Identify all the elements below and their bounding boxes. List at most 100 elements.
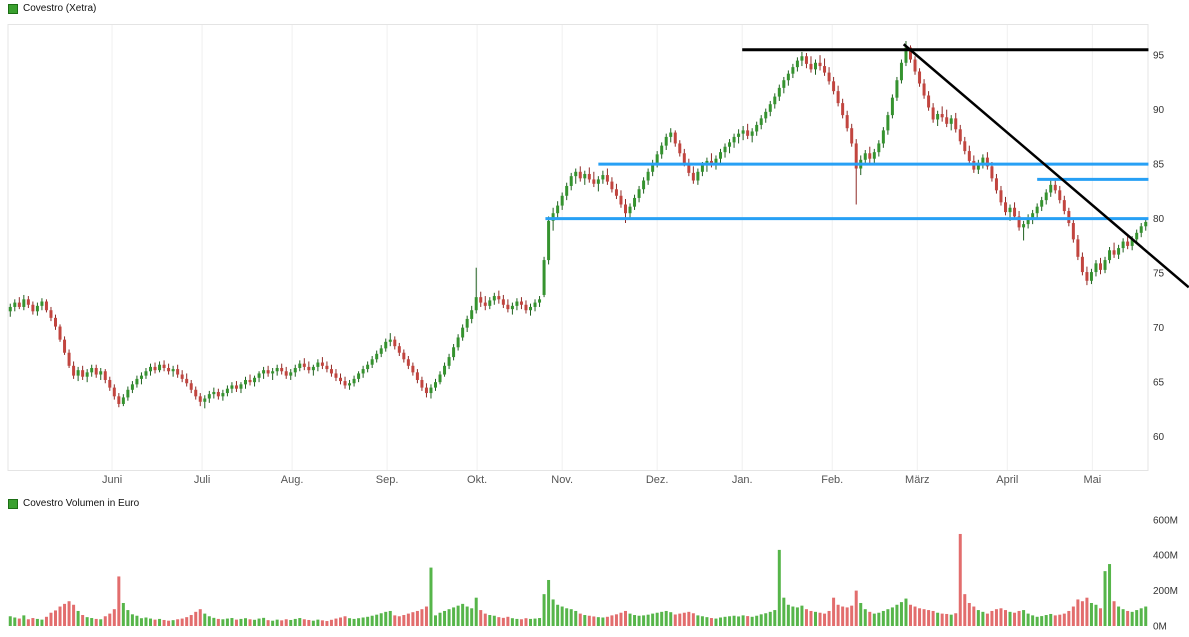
candle-body bbox=[868, 153, 872, 159]
candle-body bbox=[189, 383, 193, 390]
candle-body bbox=[176, 369, 180, 375]
candle-body bbox=[483, 302, 487, 306]
candle-body bbox=[474, 297, 478, 311]
volume-bar bbox=[443, 610, 447, 626]
candle-body bbox=[501, 299, 505, 305]
candle-body bbox=[284, 371, 288, 376]
candle-body bbox=[375, 353, 379, 360]
month-label: April bbox=[996, 474, 1018, 486]
volume-bar bbox=[981, 611, 985, 626]
candle-body bbox=[578, 171, 582, 179]
volume-bar bbox=[63, 603, 67, 626]
candle-body bbox=[384, 341, 388, 349]
month-label: Nov. bbox=[551, 474, 573, 486]
candle-body bbox=[728, 142, 732, 147]
candle-body bbox=[976, 163, 980, 170]
candle-body bbox=[556, 205, 560, 214]
month-axis-labels: Juni Juli Aug. Sep. Okt. Nov. Dez. Jan. Feb. März… bbox=[102, 474, 1101, 486]
candle-body bbox=[266, 370, 270, 374]
volume-bar bbox=[176, 619, 180, 626]
candle-body bbox=[443, 365, 447, 375]
candle-body bbox=[234, 385, 238, 389]
candle-body bbox=[1031, 213, 1035, 218]
candle-body bbox=[723, 146, 727, 153]
candle-body bbox=[642, 180, 646, 190]
volume-bar bbox=[768, 611, 772, 626]
candle-body bbox=[307, 366, 311, 371]
volume-bar bbox=[773, 610, 777, 626]
candle-body bbox=[931, 107, 935, 120]
volume-bar bbox=[605, 616, 609, 626]
candle-body bbox=[610, 181, 614, 190]
candle-body bbox=[529, 306, 532, 311]
volume-bar bbox=[244, 618, 247, 626]
candle-body bbox=[596, 179, 600, 184]
volume-bar bbox=[836, 604, 840, 626]
candle-body bbox=[927, 95, 931, 108]
candle-body bbox=[832, 81, 836, 92]
price-candlestick-chart: 95 90 85 80 75 70 65 60 Juni Juli Aug. Sep. Okt. Nov… bbox=[7, 24, 1189, 486]
volume-bar bbox=[804, 609, 808, 626]
candle-body bbox=[316, 362, 320, 367]
candle-body bbox=[904, 47, 908, 63]
volume-bar bbox=[506, 616, 510, 626]
volume-bar bbox=[126, 610, 130, 626]
candle-body bbox=[1040, 200, 1044, 207]
volume-bar bbox=[388, 610, 392, 626]
volume-bar bbox=[628, 613, 632, 626]
candle-body bbox=[1089, 272, 1093, 281]
month-label: Okt. bbox=[467, 474, 487, 486]
volume-bar bbox=[741, 615, 745, 626]
volume-bar bbox=[406, 613, 410, 626]
volume-bar bbox=[452, 607, 456, 626]
volume-bar bbox=[1004, 610, 1007, 626]
candle-body bbox=[488, 300, 492, 306]
candle-body bbox=[370, 359, 374, 365]
candle-body bbox=[158, 364, 162, 371]
candle-body bbox=[823, 66, 827, 73]
candle-body bbox=[76, 370, 80, 376]
candle-body bbox=[881, 130, 885, 144]
candle-body bbox=[325, 365, 329, 370]
candle-body bbox=[126, 389, 130, 398]
candle-body bbox=[1126, 241, 1130, 246]
candle-body bbox=[619, 195, 623, 205]
volume-bar bbox=[103, 616, 107, 626]
candle-body bbox=[1049, 184, 1053, 193]
candle-body bbox=[1035, 206, 1039, 214]
volume-bar bbox=[474, 597, 478, 626]
candle-body bbox=[225, 388, 229, 394]
volume-bars bbox=[8, 533, 1148, 626]
candle-body bbox=[108, 379, 112, 388]
volume-bar bbox=[967, 602, 971, 626]
volume-bar bbox=[863, 609, 867, 626]
candle-body bbox=[1103, 260, 1107, 270]
volume-bar bbox=[130, 614, 134, 626]
candle-body bbox=[194, 389, 198, 397]
volume-bar bbox=[542, 594, 546, 626]
volume-bar bbox=[669, 612, 673, 626]
volume-bar bbox=[379, 613, 383, 626]
volume-bar bbox=[1121, 609, 1125, 626]
month-label: Feb. bbox=[821, 474, 843, 486]
candle-body bbox=[542, 260, 546, 295]
candle-body bbox=[655, 154, 659, 164]
candle-body bbox=[1085, 272, 1089, 281]
volume-bar bbox=[112, 609, 116, 626]
month-label: Jan. bbox=[732, 474, 753, 486]
volume-bar bbox=[492, 615, 496, 626]
volume-bar bbox=[850, 605, 854, 626]
candle-body bbox=[67, 352, 71, 366]
candle-body bbox=[1017, 216, 1021, 228]
volume-bar bbox=[868, 611, 872, 626]
candle-body bbox=[411, 365, 415, 373]
volume-bar bbox=[755, 615, 759, 626]
volume-bar bbox=[488, 615, 492, 626]
candle-body bbox=[1108, 250, 1112, 261]
candle-body bbox=[311, 366, 315, 371]
candle-body bbox=[1144, 221, 1148, 227]
candle-body bbox=[759, 118, 763, 125]
volume-bar bbox=[497, 617, 501, 626]
volume-bar bbox=[424, 606, 428, 626]
candle-body bbox=[836, 91, 840, 104]
